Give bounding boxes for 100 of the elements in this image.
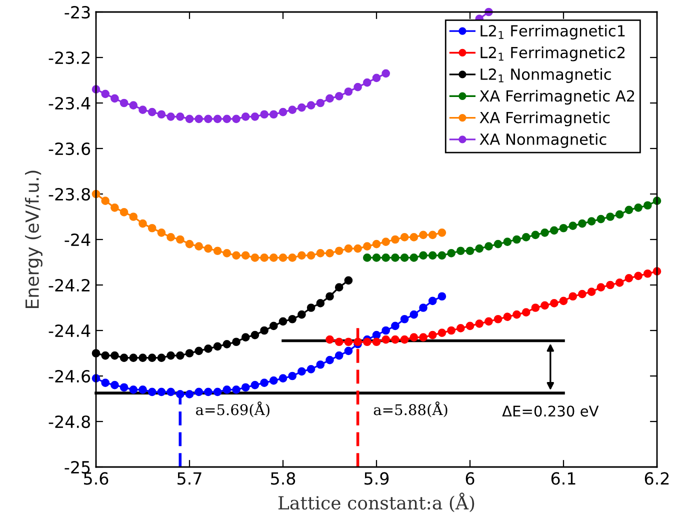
point [419, 230, 428, 240]
point [512, 235, 521, 244]
point [456, 324, 465, 332]
point [260, 378, 268, 387]
point [410, 233, 418, 242]
y-tick-label: -23.8 [48, 188, 90, 201]
point [419, 251, 428, 260]
point [148, 354, 156, 362]
point [232, 251, 240, 260]
point [382, 326, 390, 335]
point [241, 112, 250, 121]
point [101, 90, 110, 98]
point [419, 333, 428, 342]
y-tick-label: -24.6 [48, 370, 90, 383]
point [428, 251, 437, 260]
point [587, 288, 596, 296]
point [587, 217, 596, 226]
point [634, 272, 642, 280]
point [334, 338, 344, 346]
y-tick-label: -25 [64, 460, 90, 474]
point [185, 240, 194, 248]
point [559, 224, 568, 232]
point [316, 360, 325, 369]
point [354, 82, 362, 92]
point [362, 78, 372, 87]
point [120, 383, 128, 392]
point [166, 112, 175, 121]
point [260, 326, 268, 335]
point [232, 114, 240, 124]
point [326, 248, 334, 258]
point [503, 238, 512, 246]
point [643, 269, 652, 278]
point [213, 388, 222, 396]
point [278, 254, 288, 262]
point [484, 242, 493, 250]
point [101, 196, 110, 205]
point [176, 390, 184, 398]
point [362, 338, 372, 346]
point [204, 114, 212, 124]
point [643, 201, 652, 210]
point [157, 228, 166, 237]
point [344, 346, 353, 356]
point [260, 254, 268, 262]
point [306, 251, 316, 260]
point [428, 296, 437, 306]
point [438, 228, 446, 237]
point [456, 246, 465, 256]
point [176, 351, 184, 360]
point [568, 292, 578, 301]
point [494, 314, 502, 324]
point [194, 388, 204, 396]
point [382, 254, 390, 262]
point [334, 246, 344, 256]
point [596, 283, 606, 292]
legend-label: L2$_{1}$ Ferrimagnetic2 [480, 46, 625, 62]
point [334, 283, 344, 292]
point [250, 254, 260, 262]
point [269, 376, 278, 385]
point [213, 342, 222, 351]
point [624, 206, 634, 214]
point [334, 92, 344, 100]
point [316, 248, 325, 258]
point [372, 240, 381, 248]
y-tick-label: -23 [64, 6, 90, 19]
point [148, 108, 156, 116]
point [326, 335, 334, 344]
point [354, 244, 362, 253]
y-tick-label: -23.4 [48, 96, 90, 110]
legend-label: XA Ferrimagnetic A2 [480, 90, 634, 105]
point [138, 106, 147, 114]
point [129, 385, 138, 394]
point [372, 338, 381, 346]
point [466, 246, 474, 256]
point [213, 114, 222, 124]
point [362, 242, 372, 250]
point [382, 335, 390, 344]
point [120, 208, 128, 216]
point [176, 112, 184, 121]
point [129, 101, 138, 110]
point [372, 254, 381, 262]
point [222, 340, 232, 348]
point [148, 224, 156, 232]
point [475, 244, 484, 253]
point [306, 365, 316, 374]
point [400, 314, 409, 324]
point [138, 385, 147, 394]
point [344, 276, 353, 285]
y-tick-label: -24.8 [48, 415, 90, 428]
point [157, 388, 166, 396]
point [615, 278, 624, 287]
y-axis-title: Energy (eV/f.u.) [24, 170, 42, 308]
point [120, 354, 128, 362]
point [148, 388, 156, 396]
point [484, 317, 493, 326]
point [194, 242, 204, 250]
point [503, 312, 512, 322]
point [288, 372, 297, 380]
point [306, 304, 316, 312]
x-axis-title: Lattice constant:a (Å) [278, 492, 474, 512]
point [410, 310, 418, 319]
